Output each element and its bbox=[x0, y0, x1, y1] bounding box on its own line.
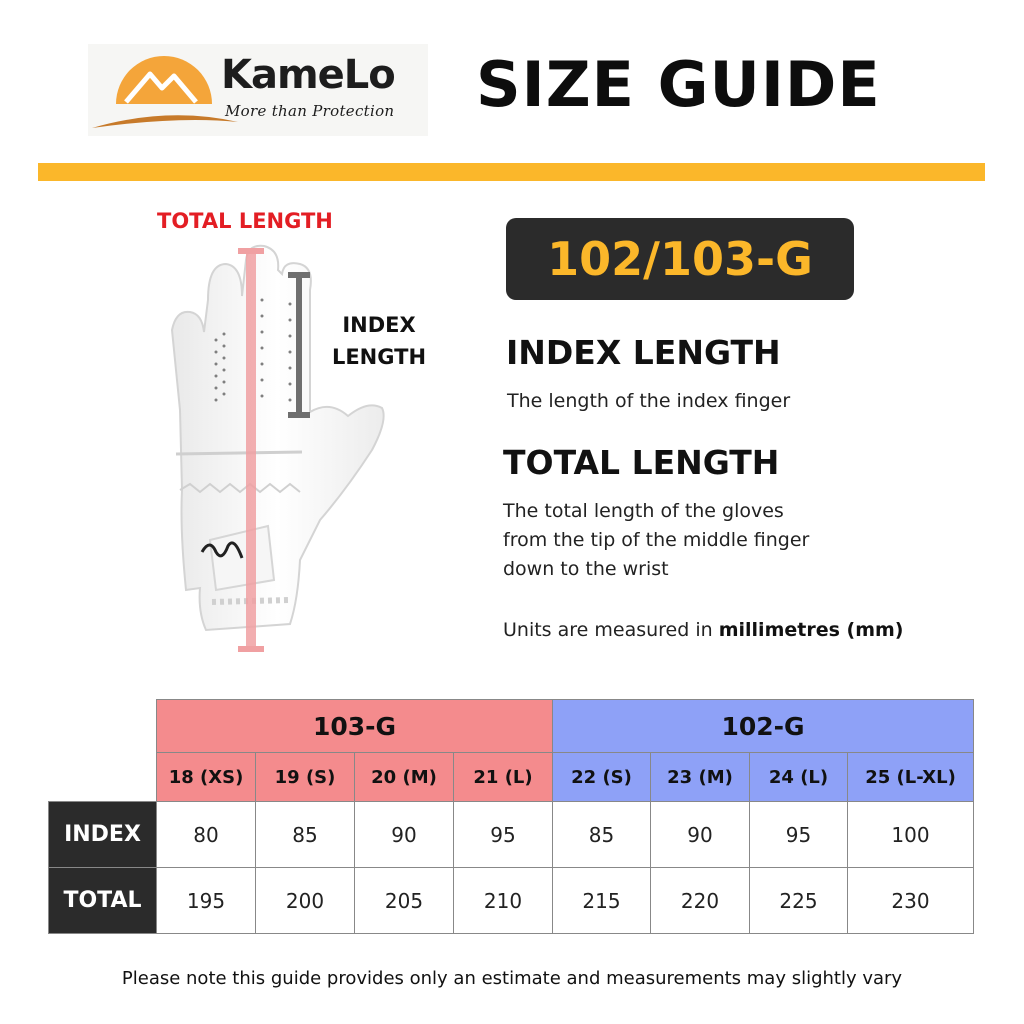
table-cell: 220 bbox=[650, 867, 750, 934]
units-note: Units are measured in millimetres (mm) bbox=[503, 616, 903, 645]
empty-cell bbox=[49, 753, 157, 802]
size-header: 24 (L) bbox=[749, 752, 848, 802]
group-header-row: 103-G 102-G bbox=[49, 699, 974, 753]
table-cell: 85 bbox=[255, 801, 355, 868]
table-cell: 215 bbox=[552, 867, 651, 934]
total-length-line: from the tip of the middle finger bbox=[503, 529, 810, 551]
total-length-line: The total length of the gloves bbox=[503, 500, 784, 522]
size-header-row: 18 (XS) 19 (S) 20 (M) 21 (L) 22 (S) 23 (… bbox=[49, 752, 974, 802]
units-prefix: Units are measured in bbox=[503, 619, 713, 641]
group-103g-header: 103-G bbox=[156, 699, 553, 753]
glove-illustration bbox=[170, 244, 385, 652]
size-table: 103-G 102-G 18 (XS) 19 (S) 20 (M) 21 (L)… bbox=[48, 699, 974, 934]
model-badge: 102/103-G bbox=[506, 218, 854, 300]
index-length-heading: INDEX LENGTH bbox=[506, 333, 781, 372]
glove-shape bbox=[170, 244, 385, 632]
brand-logo: KameLo More than Protection bbox=[88, 44, 428, 136]
total-length-heading: TOTAL LENGTH bbox=[503, 443, 780, 482]
total-length-line: down to the wrist bbox=[503, 558, 669, 580]
size-header: 25 (L-XL) bbox=[847, 752, 974, 802]
table-row-index: INDEX 80 85 90 95 85 90 95 100 bbox=[48, 801, 974, 868]
page-title: SIZE GUIDE bbox=[476, 48, 881, 121]
table-cell: 230 bbox=[847, 867, 974, 934]
size-header: 19 (S) bbox=[255, 752, 355, 802]
index-length-description: The length of the index finger bbox=[507, 390, 791, 412]
table-cell: 200 bbox=[255, 867, 355, 934]
table-row-total: TOTAL 195 200 205 210 215 220 225 230 bbox=[48, 867, 974, 934]
size-header: 20 (M) bbox=[354, 752, 454, 802]
brand-wave-icon bbox=[200, 541, 244, 559]
sun-mountain-icon bbox=[92, 56, 238, 128]
group-102g-header: 102-G bbox=[552, 699, 974, 753]
table-cell: 85 bbox=[552, 801, 651, 868]
size-header: 18 (XS) bbox=[156, 752, 256, 802]
index-length-caption: INDEX LENGTH bbox=[331, 313, 427, 369]
index-length-marker bbox=[288, 272, 310, 418]
table-cell: 100 bbox=[847, 801, 974, 868]
total-length-marker bbox=[238, 248, 264, 652]
table-cell: 90 bbox=[650, 801, 750, 868]
table-cell: 205 bbox=[354, 867, 454, 934]
table-cell: 95 bbox=[453, 801, 553, 868]
table-cell: 90 bbox=[354, 801, 454, 868]
units-value: millimetres (mm) bbox=[718, 619, 904, 641]
brand-name: KameLo bbox=[221, 52, 396, 98]
empty-cell bbox=[49, 700, 157, 753]
size-header: 23 (M) bbox=[650, 752, 750, 802]
size-header: 21 (L) bbox=[453, 752, 553, 802]
row-header-total: TOTAL bbox=[48, 867, 157, 934]
table-cell: 195 bbox=[156, 867, 256, 934]
table-cell: 210 bbox=[453, 867, 553, 934]
brand-tagline: More than Protection bbox=[225, 102, 395, 120]
table-cell: 80 bbox=[156, 801, 256, 868]
table-cell: 225 bbox=[749, 867, 848, 934]
total-length-description: The total length of the gloves from the … bbox=[503, 497, 809, 584]
total-length-caption: TOTAL LENGTH bbox=[157, 209, 333, 233]
size-header: 22 (S) bbox=[552, 752, 651, 802]
row-header-index: INDEX bbox=[48, 801, 157, 868]
disclaimer-note: Please note this guide provides only an … bbox=[121, 968, 903, 989]
table-cell: 95 bbox=[749, 801, 848, 868]
accent-divider bbox=[38, 163, 985, 181]
